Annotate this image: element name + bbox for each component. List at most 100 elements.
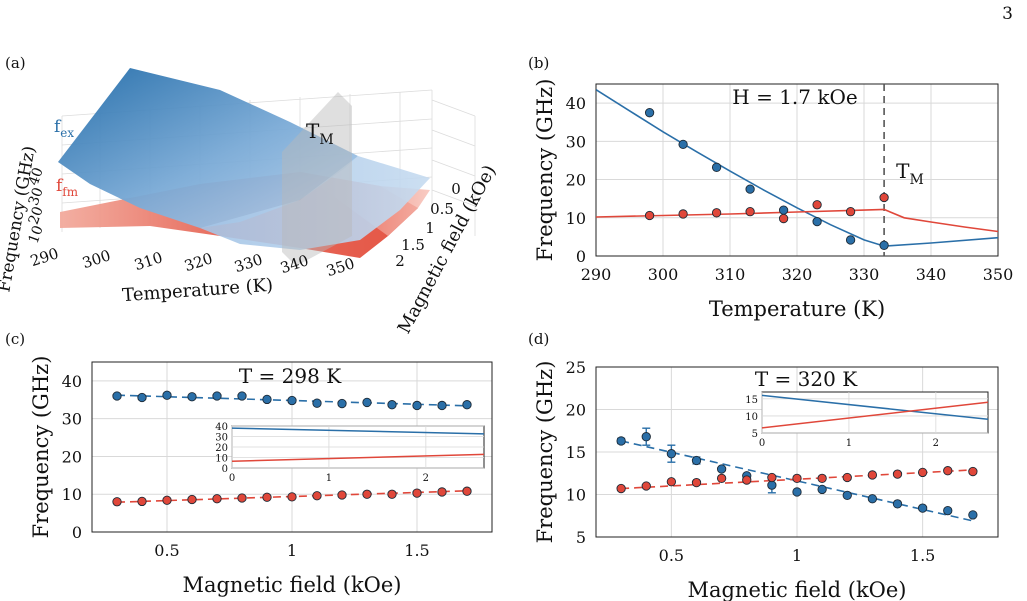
panel-a-gridline [431, 189, 476, 207]
panel-d-series-0-fit-line [620, 440, 974, 522]
panel-d-label: (d) [528, 330, 549, 348]
panel-d-series-1-point [641, 481, 651, 491]
panel-a-x-tick-label: 290 [28, 244, 61, 270]
panel-d-x-tick-label: 1 [792, 546, 802, 565]
panel-a-tm-label: TM [306, 119, 334, 148]
panel-d-series-0-point [892, 499, 903, 509]
panel-d-series-1-point [691, 477, 702, 488]
panel-c-series-0-point [212, 391, 222, 401]
panel-a-gridline [431, 159, 476, 177]
panel-a-y-tick-label: 0 [451, 180, 461, 198]
panel-c-series-1-point [462, 486, 472, 496]
panel-c-y-tick-label: 10 [62, 485, 82, 504]
panel-c-inset-line-1 [231, 453, 485, 462]
panel-c-series-1-point [162, 495, 172, 505]
panel-a-x-tick-label: 300 [80, 246, 113, 272]
panel-c-y-tick-label: 40 [62, 372, 82, 391]
panel-a-x-axis-label: Temperature (K) [121, 275, 273, 306]
panel-a-z-tick-label: 20 [26, 205, 47, 227]
panel-a-y-tick-label: 1.5 [401, 236, 425, 254]
panel-c-annotation: T = 298 K [239, 364, 342, 388]
panel-c-y-tick-label: 0 [72, 523, 82, 542]
panel-c-series-1-point [262, 492, 272, 502]
panel-b-series-1-point [711, 208, 722, 218]
panel-d-series-1-point [892, 469, 903, 479]
panel-a-x-tick-label: 350 [324, 254, 357, 280]
panel-b-y-tick-label: 30 [566, 132, 586, 151]
panel-d-inset-x-tick-label: 1 [846, 438, 852, 449]
panel-d-series-0-point [691, 455, 702, 466]
panel-d-series-0-point [968, 510, 978, 520]
panel-a-x-tick-label: 310 [132, 248, 165, 274]
panel-b-series-1-point [644, 210, 655, 221]
panel-a-label: (a) [5, 54, 26, 72]
panel-d-inset-x-tick-label: 2 [933, 438, 939, 449]
panel-d-x-tick-label: 0.5 [659, 546, 684, 565]
panel-d-y-tick-label: 5 [576, 528, 586, 547]
panel-d-series-1-point [968, 466, 978, 477]
panel-d-series-1-point [792, 473, 802, 483]
panel-a-x-tick-label: 320 [182, 249, 215, 275]
panel-c-inset-y-tick-label: 30 [215, 433, 228, 444]
panel-a-y-tick-label: 0.5 [430, 200, 454, 218]
panel-d-series-1-point [716, 473, 727, 483]
panel-b-series-0-point [745, 184, 755, 194]
panel-a-gridline [431, 99, 476, 117]
panel-c-series-1-point [137, 496, 147, 507]
panel-d-annotation: T = 320 K [755, 367, 858, 391]
panel-c-y-axis-label: Frequency (GHz) [29, 356, 53, 539]
panel-c-series-0-point [437, 400, 447, 411]
panel-a-fex-surface-lower [200, 156, 430, 250]
panel-d-series-0-point [616, 436, 626, 446]
panel-a-gridline [431, 129, 476, 147]
panel-c-x-tick-label: 1.5 [404, 541, 429, 560]
panel-c-series-1-point [212, 494, 222, 504]
panel-d-y-tick-label: 20 [566, 401, 586, 420]
panel-d-series-1-point [817, 473, 827, 483]
panel-c-series-0-point [237, 391, 247, 401]
panel-c-series-0-point [137, 392, 147, 403]
panel-b-frame [595, 83, 999, 257]
panel-a-fex-surface [58, 68, 358, 228]
panel-d-inset-y-tick-label: 15 [745, 395, 758, 406]
panel-c-series-0-point [262, 394, 272, 405]
panel-c-inset-x-tick-label: 0 [229, 473, 235, 484]
panel-c-inset-x-tick-label: 2 [423, 473, 429, 484]
panel-b-series-0-fit-line [596, 89, 998, 247]
panel-c-series-1-point [362, 489, 372, 499]
panel-b-x-tick-label: 300 [648, 265, 679, 284]
panel-c-series-0-point [312, 398, 322, 408]
panel-d-series-0-point [842, 490, 852, 500]
panel-c-series-0-point [337, 398, 347, 409]
panel-a-z-tick-label: 40 [26, 166, 47, 188]
panel-d-inset-frame [761, 391, 989, 434]
panel-c-label: (c) [5, 330, 25, 348]
page-number: 3 [1002, 4, 1013, 24]
panel-c-series-0-point [412, 400, 422, 411]
panel-b-series-0-point [778, 205, 789, 215]
panel-c-inset-y-tick-label: 40 [215, 422, 228, 433]
panel-b-x-tick-label: 310 [715, 265, 746, 284]
panel-c-series-0-point [462, 400, 472, 410]
panel-a-x-tick-label: 340 [278, 251, 311, 277]
panel-a-y-tick-label: 1 [425, 219, 435, 237]
panel-d-series-0-point [716, 464, 727, 474]
panel-c-series-0-point [287, 395, 297, 406]
panel-c-y-tick-label: 20 [62, 447, 82, 466]
panel-d-series-0-point [641, 432, 651, 442]
panel-c-x-tick-label: 0.5 [154, 541, 179, 560]
panel-b-series-0-point [845, 235, 856, 245]
panel-b-plot-area [596, 84, 998, 256]
panel-d-frame [595, 366, 999, 538]
panel-c-series-1-point [437, 487, 447, 497]
panel-c-series-1-point [187, 494, 197, 505]
panel-d-y-tick-label: 25 [566, 358, 586, 377]
panel-b-series-1-point [812, 200, 822, 210]
panel-a-z-tick-label: 10 [26, 224, 47, 246]
panel-c-series-0-point [187, 392, 197, 402]
panel-b-series-1-point [745, 207, 755, 217]
panel-c-y-tick-label: 30 [62, 410, 82, 429]
panel-d-y-tick-label: 15 [566, 443, 586, 462]
panel-b-series-0-point [644, 108, 655, 118]
panel-b-series-1-fit-line [596, 208, 998, 233]
